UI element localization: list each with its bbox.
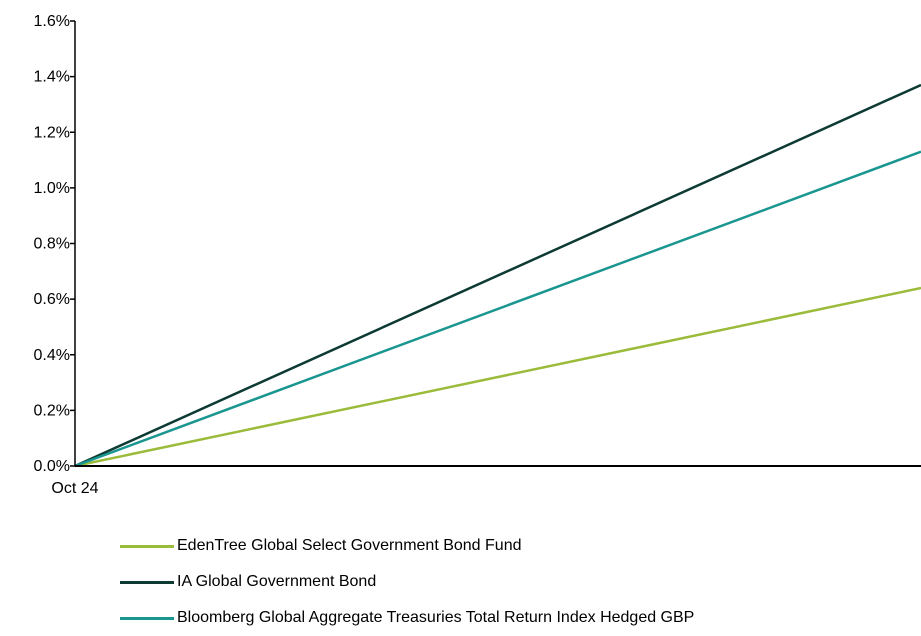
x-axis-ticks: Oct 24 [51, 480, 98, 497]
y-tick-label: 0.8% [34, 236, 70, 253]
y-axis-ticks: 0.0% 0.2% 0.4% 0.6% 0.8% 1.0% 1.2% 1.4% 1.6% [34, 13, 75, 475]
series-lines [74, 83, 921, 468]
x-tick-label: Oct 24 [51, 480, 98, 497]
legend-item: IA Global Government Bond [120, 564, 694, 600]
legend-label-edentree: EdenTree Global Select Government Bond F… [177, 537, 522, 554]
y-tick-label: 1.4% [34, 69, 70, 86]
legend-item: EdenTree Global Select Government Bond F… [120, 528, 694, 564]
y-tick-label: 1.0% [34, 180, 70, 197]
y-tick-label: 1.6% [34, 13, 70, 30]
y-tick-label: 0.0% [34, 458, 70, 475]
series-line-0 [74, 286, 921, 468]
y-tick-label: 0.4% [34, 347, 70, 364]
series-line-2 [74, 150, 921, 468]
line-chart: 0.0% 0.2% 0.4% 0.6% 0.8% 1.0% 1.2% 1.4% 1.6% Oct… [34, 13, 921, 497]
y-tick-label: 1.2% [34, 124, 70, 141]
legend: EdenTree Global Select Government Bond F… [120, 528, 694, 636]
legend-label-ia-global: IA Global Government Bond [177, 573, 377, 590]
legend-swatch-edentree [120, 544, 174, 548]
legend-swatch-ia-global [120, 580, 174, 584]
y-tick-label: 0.6% [34, 291, 70, 308]
series-line-1 [74, 83, 921, 468]
y-tick-label: 0.2% [34, 402, 70, 419]
legend-swatch-bloomberg [120, 616, 174, 620]
legend-label-bloomberg: Bloomberg Global Aggregate Treasuries To… [177, 609, 695, 626]
legend-item: Bloomberg Global Aggregate Treasuries To… [120, 600, 694, 636]
